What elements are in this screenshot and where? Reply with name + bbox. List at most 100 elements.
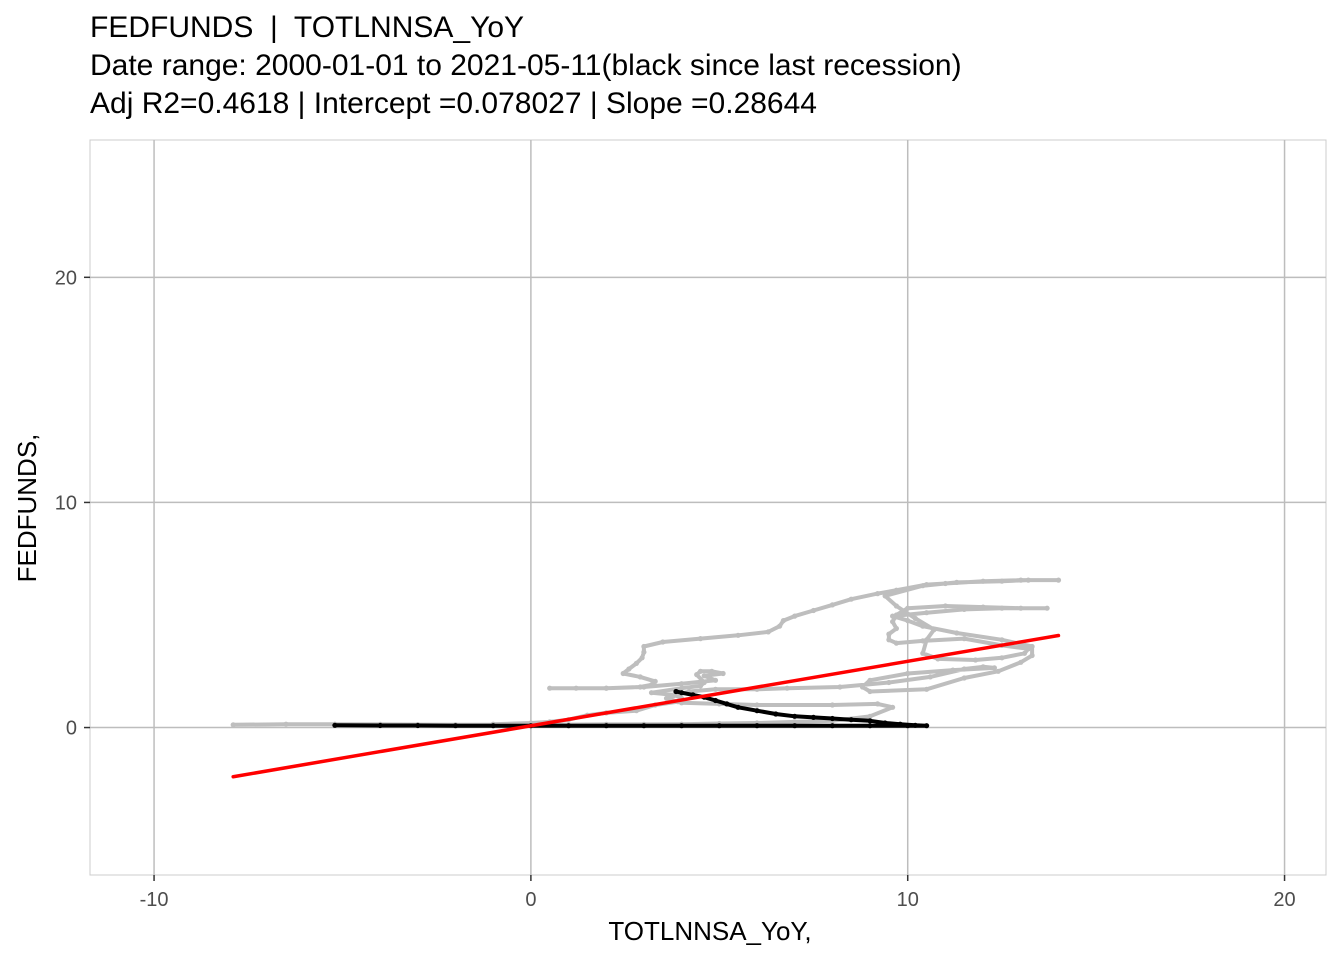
data-point — [754, 708, 760, 714]
data-point — [882, 593, 888, 599]
data-point — [942, 603, 949, 609]
data-point — [931, 627, 937, 633]
data-point — [867, 677, 873, 683]
data-point — [773, 711, 779, 717]
plot-border — [89, 139, 1327, 876]
data-point — [660, 639, 666, 645]
data-point — [792, 723, 798, 729]
regression-layer — [231, 633, 1061, 779]
data-point — [848, 596, 854, 602]
data-point — [694, 672, 700, 678]
data-point — [792, 719, 798, 725]
data-point — [1025, 646, 1031, 652]
data-point — [566, 723, 572, 729]
data-point — [829, 723, 836, 729]
data-point — [754, 723, 760, 729]
y-tick-label: 20 — [55, 267, 77, 289]
data-point — [927, 674, 933, 680]
data-point — [620, 670, 626, 677]
data-point — [980, 664, 986, 670]
data-point — [754, 702, 760, 708]
x-tick-label: 20 — [1273, 889, 1295, 911]
data-point — [639, 655, 645, 661]
data-point — [1055, 577, 1062, 583]
data-point — [893, 612, 900, 618]
data-point — [924, 723, 930, 729]
data-point — [875, 591, 881, 597]
data-point — [452, 723, 459, 729]
data-point — [679, 690, 685, 696]
data-point — [720, 670, 726, 677]
data-point — [924, 637, 930, 643]
data-point — [980, 578, 986, 584]
data-point — [961, 666, 967, 672]
data-point — [709, 668, 715, 674]
data-point — [1025, 577, 1031, 583]
data-point — [697, 668, 704, 674]
data-point — [999, 578, 1005, 584]
data-point — [875, 701, 881, 707]
data-point — [712, 677, 719, 683]
data-point — [837, 684, 843, 690]
data-point — [648, 682, 655, 688]
data-point — [867, 723, 873, 729]
data-point — [867, 713, 873, 719]
data-point — [1029, 643, 1035, 650]
data-point — [792, 613, 798, 619]
data-point — [893, 603, 900, 609]
data-point — [942, 580, 949, 587]
data-point — [991, 665, 998, 671]
data-point — [829, 602, 836, 608]
data-point — [332, 722, 338, 728]
data-point — [999, 637, 1005, 643]
data-point — [603, 723, 609, 729]
data-point — [716, 723, 722, 729]
data-point — [882, 720, 888, 726]
plot-panel — [89, 139, 1327, 876]
data-point — [697, 683, 704, 689]
data-point — [897, 721, 903, 727]
data-point — [848, 717, 854, 723]
y-tick-label: 0 — [66, 718, 77, 740]
data-point — [697, 636, 704, 642]
data-point — [893, 640, 900, 646]
data-point — [1021, 650, 1028, 656]
data-point — [712, 697, 719, 704]
data-point — [829, 715, 836, 722]
series-trace — [332, 689, 929, 728]
data-point — [701, 673, 707, 679]
data-point — [735, 632, 741, 638]
data-point — [905, 723, 911, 729]
data-point — [924, 686, 930, 692]
data-point — [890, 704, 896, 710]
data-point — [924, 582, 930, 588]
data-point — [810, 607, 817, 614]
data-point — [712, 686, 719, 692]
data-point — [652, 678, 658, 685]
data-point — [886, 631, 892, 637]
x-tick-label: -10 — [140, 889, 169, 911]
data-point — [972, 657, 979, 663]
chart-title-line-1: FEDFUNDS | TOTLNNSA_YoY — [90, 11, 525, 44]
chart-title-line-3: Adj R2=0.4618 | Intercept =0.078027 | Sl… — [90, 87, 817, 120]
data-point — [735, 704, 741, 710]
data-point — [784, 685, 790, 691]
data-point — [641, 684, 647, 690]
data-point — [573, 685, 579, 691]
data-point — [829, 702, 836, 708]
data-point — [679, 723, 685, 729]
data-point — [961, 675, 967, 681]
data-point — [867, 718, 873, 724]
data-point — [792, 713, 798, 719]
data-point — [641, 643, 647, 650]
data-point — [1018, 577, 1024, 583]
data-point — [905, 670, 911, 677]
data-point — [663, 695, 670, 701]
data-point — [905, 618, 911, 624]
data-point — [999, 605, 1005, 611]
data-point — [961, 636, 967, 642]
x-tick-label: 10 — [897, 889, 919, 911]
data-point — [679, 685, 685, 691]
data-point — [637, 674, 643, 680]
